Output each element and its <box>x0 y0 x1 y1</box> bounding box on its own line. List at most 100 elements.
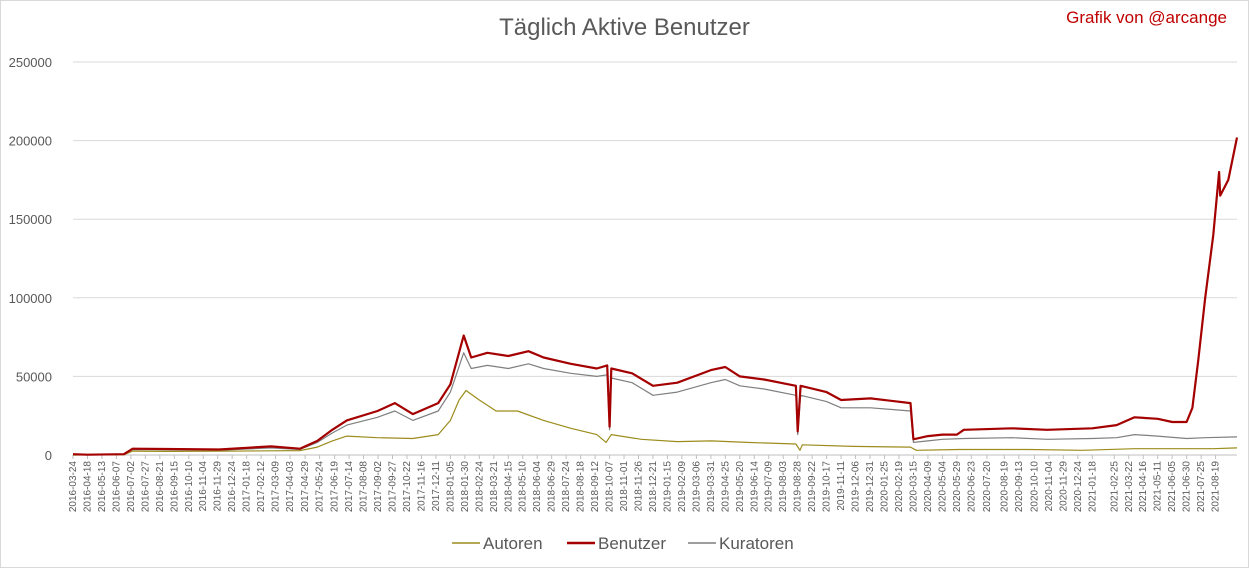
legend-label-benutzer: Benutzer <box>598 534 666 553</box>
x-tick-label: 2021-08-19 <box>1211 461 1222 513</box>
x-tick-label: 2016-10-10 <box>184 461 195 513</box>
x-tick-label: 2016-06-07 <box>111 461 122 513</box>
x-tick-label: 2020-06-23 <box>966 461 977 513</box>
series-lines <box>72 137 1239 456</box>
y-tick-label: 50000 <box>16 369 52 384</box>
x-tick-label: 2018-03-21 <box>489 461 500 513</box>
x-tick-label: 2018-12-21 <box>648 461 659 513</box>
x-tick-label: 2019-01-15 <box>662 461 673 513</box>
x-tick-label: 2016-12-24 <box>227 461 238 513</box>
x-tick-label: 2016-11-04 <box>198 461 209 512</box>
x-tick-label: 2018-11-01 <box>619 461 630 512</box>
y-axis-tick-labels: 0 50000 100000 150000 200000 250000 <box>9 55 52 463</box>
x-tick-label: 2020-10-10 <box>1029 461 1040 513</box>
x-tick-label: 2021-02-25 <box>1109 461 1120 513</box>
legend-label-kuratoren: Kuratoren <box>719 534 794 553</box>
x-tick-label: 2021-03-22 <box>1124 461 1135 513</box>
x-tick-label: 2016-05-13 <box>97 461 108 513</box>
y-tick-label: 150000 <box>9 212 52 227</box>
gridlines <box>72 61 1237 459</box>
x-tick-label: 2017-04-03 <box>285 461 296 513</box>
x-tick-label: 2020-07-20 <box>982 461 993 513</box>
x-tick-label: 2021-07-25 <box>1196 461 1207 513</box>
y-tick-label: 100000 <box>9 291 52 306</box>
x-tick-label: 2016-08-21 <box>155 461 166 513</box>
x-tick-label: 2021-01-18 <box>1087 461 1098 513</box>
x-tick-label: 2019-08-03 <box>778 461 789 513</box>
x-tick-label: 2020-08-19 <box>999 461 1010 513</box>
x-tick-label: 2021-06-30 <box>1182 461 1193 513</box>
x-tick-label: 2016-03-24 <box>68 461 79 513</box>
x-tick-label: 2016-07-02 <box>126 461 137 513</box>
x-tick-label: 2019-04-25 <box>720 461 731 513</box>
x-tick-label: 2017-07-14 <box>344 461 355 513</box>
x-tick-label: 2019-08-28 <box>793 461 804 513</box>
x-tick-label: 2016-04-18 <box>82 461 93 513</box>
x-tick-label: 2020-01-25 <box>880 461 891 513</box>
y-tick-label: 250000 <box>9 55 52 70</box>
x-tick-label: 2020-11-29 <box>1058 461 1069 512</box>
x-tick-label: 2018-11-26 <box>634 461 645 512</box>
x-tick-label: 2019-03-31 <box>706 461 717 513</box>
x-tick-label: 2021-04-16 <box>1138 461 1149 513</box>
x-tick-label: 2018-06-29 <box>547 461 558 513</box>
x-tick-label: 2016-07-27 <box>140 461 151 513</box>
x-tick-label: 2018-07-24 <box>561 461 572 513</box>
x-tick-label: 2020-12-24 <box>1073 461 1084 513</box>
series-line-benutzer <box>72 137 1239 456</box>
x-tick-label: 2017-12-11 <box>431 461 442 512</box>
x-tick-label: 2021-06-05 <box>1167 461 1178 513</box>
x-tick-label: 2017-04-29 <box>300 461 311 513</box>
x-tick-label: 2019-09-22 <box>807 461 818 513</box>
series-line-autoren <box>72 389 1238 456</box>
x-tick-label: 2018-01-05 <box>445 461 456 513</box>
x-tick-label: 2020-05-29 <box>952 461 963 513</box>
x-tick-label: 2020-11-04 <box>1044 461 1055 512</box>
x-tick-label: 2018-06-04 <box>532 461 543 513</box>
x-tick-label: 2017-09-27 <box>388 461 399 513</box>
x-tick-label: 2020-09-13 <box>1014 461 1025 513</box>
legend: Autoren Benutzer Kuratoren <box>452 534 794 553</box>
x-tick-label: 2019-07-09 <box>764 461 775 513</box>
x-tick-label: 2018-02-24 <box>474 461 485 513</box>
x-tick-label: 2017-09-02 <box>373 461 384 513</box>
x-tick-label: 2018-08-18 <box>576 461 587 513</box>
chart-credit: Grafik von @arcange <box>1066 8 1227 27</box>
chart-title: Täglich Aktive Benutzer <box>499 14 750 41</box>
x-tick-label: 2020-02-19 <box>894 461 905 513</box>
x-tick-label: 2017-05-24 <box>315 461 326 513</box>
x-tick-label: 2019-03-06 <box>691 461 702 513</box>
x-tick-label: 2017-01-18 <box>242 461 253 513</box>
x-tick-label: 2021-05-11 <box>1153 461 1164 512</box>
x-tick-label: 2020-04-09 <box>923 461 934 513</box>
x-axis-tick-labels: 2016-03-24 2016-04-18 2016-05-13 2016-06-07… <box>68 461 1222 513</box>
x-tick-label: 2018-09-12 <box>590 461 601 513</box>
x-tick-label: 2017-11-16 <box>416 461 427 512</box>
x-tick-label: 2020-03-15 <box>908 461 919 513</box>
x-tick-label: 2016-09-15 <box>169 461 180 513</box>
legend-label-autoren: Autoren <box>483 534 543 553</box>
x-tick-label: 2016-11-29 <box>213 461 224 512</box>
x-tick-label: 2017-08-08 <box>359 461 370 513</box>
x-tick-label: 2018-04-15 <box>503 461 514 513</box>
x-tick-label: 2019-10-17 <box>822 461 833 513</box>
x-tick-label: 2018-01-30 <box>460 461 471 513</box>
x-tick-label: 2017-02-12 <box>256 461 267 513</box>
y-tick-label: 0 <box>45 448 52 463</box>
x-tick-label: 2019-05-20 <box>735 461 746 513</box>
x-tick-label: 2017-03-09 <box>271 461 282 513</box>
x-tick-label: 2018-10-07 <box>605 461 616 513</box>
x-tick-label: 2017-06-19 <box>330 461 341 513</box>
x-tick-label: 2020-05-04 <box>937 461 948 513</box>
x-tick-label: 2019-11-11 <box>836 461 847 511</box>
x-tick-label: 2019-02-09 <box>677 461 688 513</box>
x-tick-label: 2019-12-06 <box>851 461 862 513</box>
y-tick-label: 200000 <box>9 134 52 149</box>
series-line-kuratoren <box>72 352 1238 456</box>
x-tick-label: 2018-05-10 <box>518 461 529 513</box>
x-tick-label: 2019-12-31 <box>865 461 876 513</box>
x-tick-label: 2017-10-22 <box>402 461 413 513</box>
x-tick-label: 2019-06-14 <box>749 461 760 513</box>
